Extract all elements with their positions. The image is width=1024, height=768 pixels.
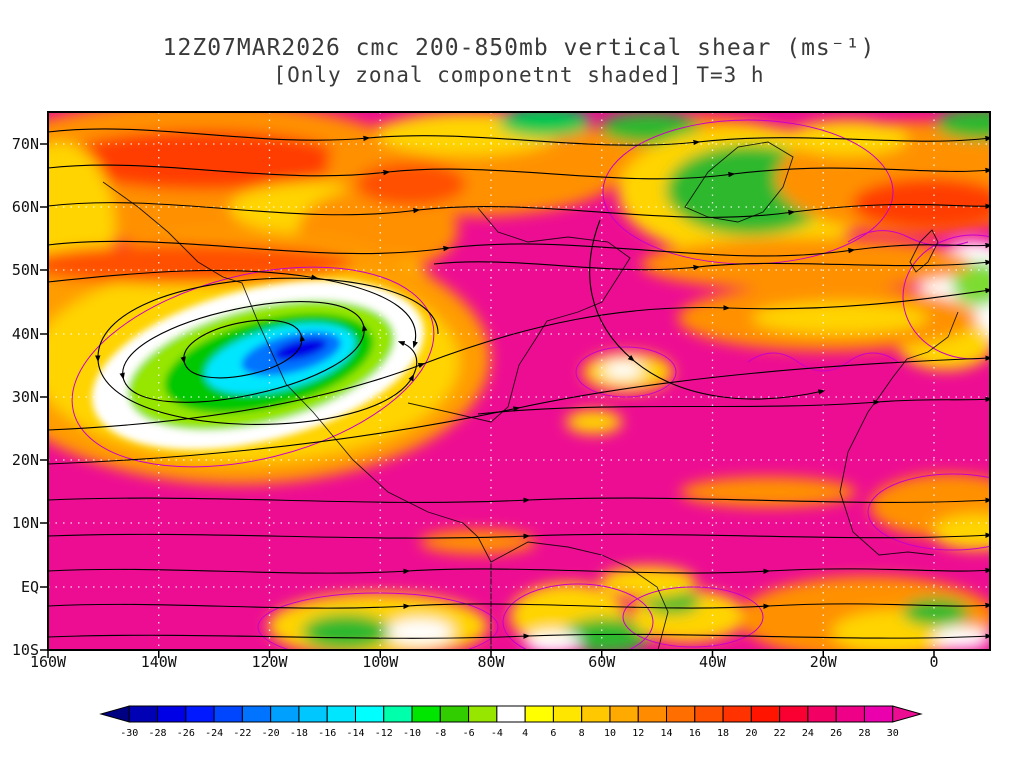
axis-tick-marks xyxy=(40,143,935,658)
colorbar-segment xyxy=(581,705,611,723)
x-axis-tick-label: 20W xyxy=(809,653,837,671)
colorbar-segment xyxy=(241,705,272,723)
y-axis-tick-label: 10N xyxy=(11,514,39,532)
colorbar-segment xyxy=(863,705,894,723)
colorbar-tick-label: 20 xyxy=(745,728,757,739)
colorbar-tick-label: -18 xyxy=(290,728,308,739)
x-axis-tick-label: 160W xyxy=(29,653,67,671)
x-axis-labels: 160W 140W 120W 100W 80W 60W 40W 20W 0 xyxy=(30,653,990,673)
x-axis-tick-label: 40W xyxy=(698,653,727,671)
colorbar-segment xyxy=(694,705,724,723)
colorbar-segment xyxy=(609,705,639,723)
colorbar-tick-label: 6 xyxy=(550,728,556,739)
colorbar-segment xyxy=(552,705,583,723)
x-axis-tick-label: 100W xyxy=(362,653,399,671)
y-axis-tick-label: 10S xyxy=(11,641,39,659)
colorbar-segment xyxy=(326,705,356,723)
colorbar-tick-label: -12 xyxy=(375,728,393,739)
colorbar-segment xyxy=(468,705,498,723)
colorbar-segment xyxy=(99,705,130,723)
colorbar-tick-label: -20 xyxy=(262,728,280,739)
colorbar-segment xyxy=(270,705,300,723)
colorbar-segment xyxy=(779,705,809,723)
colorbar-tick-label: -22 xyxy=(233,728,251,739)
colorbar-tick-label: 26 xyxy=(830,728,842,739)
colorbar-tick-label: -8 xyxy=(434,728,446,739)
colorbar-tick-label: 30 xyxy=(887,728,899,739)
colorbar-segment xyxy=(524,705,554,723)
colorbar-tick-label: 14 xyxy=(660,728,672,739)
colorbar-tick-label: -24 xyxy=(205,728,223,739)
colorbar-segment xyxy=(666,705,696,723)
colorbar-segment xyxy=(750,705,781,723)
y-axis-tick-label: 60N xyxy=(11,198,39,216)
map-plot xyxy=(40,111,991,658)
y-axis-tick-label: 70N xyxy=(11,135,39,153)
colorbar-segment xyxy=(722,705,752,723)
chart-title: 12Z07MAR2026 cmc 200-850mb vertical shea… xyxy=(48,34,990,88)
colorbar-segment xyxy=(157,705,187,723)
colorbar-segment xyxy=(892,705,923,723)
colorbar-tick-label: -16 xyxy=(318,728,336,739)
y-axis-tick-label: 30N xyxy=(11,388,39,406)
colorbar: -30 -28 -26 -24 -22 -20 -18 -16 -14 -12 -10 -8 -6 -4 4… xyxy=(99,705,925,746)
colorbar-segment xyxy=(128,705,159,723)
colorbar-tick-label: 24 xyxy=(802,728,814,739)
colorbar-segment xyxy=(439,705,470,723)
colorbar-tick-label: -6 xyxy=(463,728,475,739)
y-axis-tick-label: EQ xyxy=(20,578,39,596)
colorbar-tick-label: -26 xyxy=(177,728,195,739)
colorbar-segment xyxy=(298,705,328,723)
colorbar-tick-label: 4 xyxy=(522,728,528,739)
colorbar-segment xyxy=(637,705,668,723)
x-axis-tick-label: 120W xyxy=(251,653,288,671)
y-axis-tick-label: 20N xyxy=(11,451,39,469)
colorbar-tick-label: 22 xyxy=(774,728,786,739)
colorbar-tick-label: -14 xyxy=(346,728,364,739)
colorbar-tick-label: 16 xyxy=(689,728,701,739)
colorbar-tick-label: 10 xyxy=(604,728,616,739)
y-axis-labels: 70N 60N 50N 40N 30N 20N 10N EQ 10S xyxy=(0,112,44,659)
chart-title-line2: [Only zonal componetnt shaded] T=3 h xyxy=(273,63,765,87)
x-axis-tick-label: 0 xyxy=(929,653,939,671)
colorbar-segment xyxy=(835,705,865,723)
colorbar-canvas: -30 -28 -26 -24 -22 -20 -18 -16 -14 -12 -10 -8 -6 -4 4… xyxy=(99,705,923,739)
x-axis-tick-label: 60W xyxy=(588,653,616,671)
x-axis-tick-label: 140W xyxy=(140,653,177,671)
colorbar-segment xyxy=(213,705,243,723)
y-axis-tick-label: 50N xyxy=(11,261,39,279)
colorbar-tick-label: -4 xyxy=(491,728,503,739)
colorbar-tick-label: -30 xyxy=(120,728,138,739)
colorbar-segment xyxy=(411,705,441,723)
colorbar-segment xyxy=(185,705,215,723)
colorbar-segment xyxy=(383,705,413,723)
colorbar-segment xyxy=(496,705,526,723)
colorbar-tick-label: -28 xyxy=(149,728,167,739)
colorbar-segment xyxy=(807,705,837,723)
chart-title-line1: 12Z07MAR2026 cmc 200-850mb vertical shea… xyxy=(162,35,876,61)
colorbar-tick-label: -10 xyxy=(403,728,421,739)
colorbar-tick-label: 18 xyxy=(717,728,729,739)
colorbar-tick-label: 12 xyxy=(632,728,644,739)
wind-streamlines xyxy=(48,128,990,639)
plot-frame xyxy=(47,111,991,651)
y-axis-tick-label: 40N xyxy=(11,325,39,343)
x-axis-tick-label: 80W xyxy=(477,653,505,671)
colorbar-tick-label: 28 xyxy=(858,728,870,739)
colorbar-segment xyxy=(354,705,385,723)
colorbar-tick-label: 8 xyxy=(579,728,585,739)
